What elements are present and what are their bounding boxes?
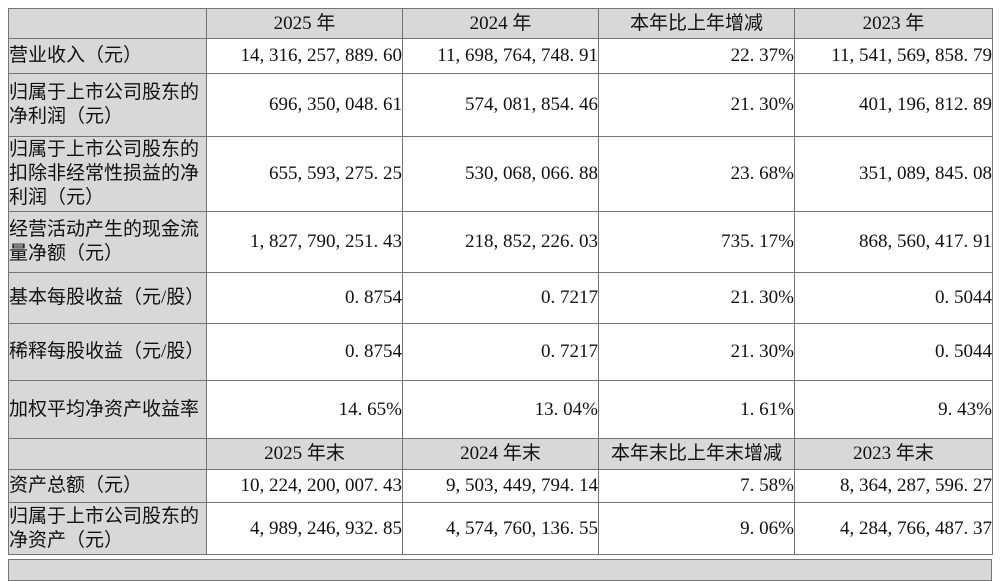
value-cell: 0. 8754 bbox=[206, 323, 403, 381]
value-cell: 530, 068, 066. 88 bbox=[402, 136, 599, 212]
value-cell: 10, 224, 200, 007. 43 bbox=[206, 469, 403, 503]
value-cell: 401, 196, 812. 89 bbox=[794, 73, 993, 137]
value-cell: 4, 284, 766, 487. 37 bbox=[794, 502, 993, 555]
value-cell: 9. 43% bbox=[794, 380, 993, 439]
header-cell-2025: 2025 年 bbox=[206, 8, 403, 39]
value-cell: 868, 560, 417. 91 bbox=[794, 211, 993, 273]
value-cell: 7. 58% bbox=[598, 469, 795, 503]
value-cell: 0. 8754 bbox=[206, 272, 403, 324]
table-row: 归属于上市公司股东的净资产（元） 4, 989, 246, 932. 85 4,… bbox=[8, 502, 993, 555]
value-cell: 1, 827, 790, 251. 43 bbox=[206, 211, 403, 273]
header-cell-2024-end: 2024 年末 bbox=[402, 438, 599, 470]
corner-cell bbox=[8, 438, 207, 470]
row-label-cell: 基本每股收益（元/股） bbox=[8, 272, 207, 324]
row-label-cell: 稀释每股收益（元/股） bbox=[8, 323, 207, 381]
row-label-cell: 加权平均净资产收益率 bbox=[8, 380, 207, 439]
table-row: 基本每股收益（元/股） 0. 8754 0. 7217 21. 30% 0. 5… bbox=[8, 272, 993, 324]
value-cell: 9, 503, 449, 794. 14 bbox=[402, 469, 599, 503]
value-cell: 218, 852, 226. 03 bbox=[402, 211, 599, 273]
table-row: 归属于上市公司股东的扣除非经常性损益的净利润（元） 655, 593, 275.… bbox=[8, 136, 993, 212]
value-cell: 14. 65% bbox=[206, 380, 403, 439]
value-cell: 21. 30% bbox=[598, 73, 795, 137]
table-row: 归属于上市公司股东的净利润（元） 696, 350, 048. 61 574, … bbox=[8, 73, 993, 137]
row-label-cell: 归属于上市公司股东的净资产（元） bbox=[8, 502, 207, 555]
header-cell-2023-end: 2023 年末 bbox=[794, 438, 993, 470]
value-cell: 0. 7217 bbox=[402, 272, 599, 324]
annual-header-row: 2025 年 2024 年 本年比上年增减 2023 年 bbox=[8, 8, 993, 39]
value-cell: 11, 698, 764, 748. 91 bbox=[402, 38, 599, 74]
value-cell: 351, 089, 845. 08 bbox=[794, 136, 993, 212]
table-row: 稀释每股收益（元/股） 0. 8754 0. 7217 21. 30% 0. 5… bbox=[8, 323, 993, 381]
financial-summary-table: 2025 年 2024 年 本年比上年增减 2023 年 营业收入（元） 14,… bbox=[8, 8, 993, 555]
row-label-cell: 营业收入（元） bbox=[8, 38, 207, 74]
value-cell: 22. 37% bbox=[598, 38, 795, 74]
table-row: 经营活动产生的现金流量净额（元） 1, 827, 790, 251. 43 21… bbox=[8, 211, 993, 273]
value-cell: 21. 30% bbox=[598, 323, 795, 381]
header-cell-2023: 2023 年 bbox=[794, 8, 993, 39]
value-cell: 1. 61% bbox=[598, 380, 795, 439]
value-cell: 9. 06% bbox=[598, 502, 795, 555]
corner-cell bbox=[8, 8, 207, 39]
row-label-cell: 归属于上市公司股东的净利润（元） bbox=[8, 73, 207, 137]
table-row: 营业收入（元） 14, 316, 257, 889. 60 11, 698, 7… bbox=[8, 38, 993, 74]
table-row: 加权平均净资产收益率 14. 65% 13. 04% 1. 61% 9. 43% bbox=[8, 380, 993, 439]
value-cell: 0. 5044 bbox=[794, 272, 993, 324]
value-cell: 735. 17% bbox=[598, 211, 795, 273]
value-cell: 14, 316, 257, 889. 60 bbox=[206, 38, 403, 74]
value-cell: 13. 04% bbox=[402, 380, 599, 439]
value-cell: 696, 350, 048. 61 bbox=[206, 73, 403, 137]
value-cell: 4, 989, 246, 932. 85 bbox=[206, 502, 403, 555]
value-cell: 655, 593, 275. 25 bbox=[206, 136, 403, 212]
value-cell: 21. 30% bbox=[598, 272, 795, 324]
header-cell-yoy-change: 本年比上年增减 bbox=[598, 8, 795, 39]
row-label-cell: 归属于上市公司股东的扣除非经常性损益的净利润（元） bbox=[8, 136, 207, 212]
value-cell: 4, 574, 760, 136. 55 bbox=[402, 502, 599, 555]
value-cell: 574, 081, 854. 46 bbox=[402, 73, 599, 137]
period-end-header-row: 2025 年末 2024 年末 本年末比上年末增减 2023 年末 bbox=[8, 438, 993, 470]
row-label-cell: 经营活动产生的现金流量净额（元） bbox=[8, 211, 207, 273]
table-row: 资产总额（元） 10, 224, 200, 007. 43 9, 503, 44… bbox=[8, 469, 993, 503]
value-cell: 0. 7217 bbox=[402, 323, 599, 381]
value-cell: 8, 364, 287, 596. 27 bbox=[794, 469, 993, 503]
header-cell-2024: 2024 年 bbox=[402, 8, 599, 39]
row-label-cell: 资产总额（元） bbox=[8, 469, 207, 503]
value-cell: 23. 68% bbox=[598, 136, 795, 212]
header-cell-end-change: 本年末比上年末增减 bbox=[598, 438, 795, 470]
value-cell: 0. 5044 bbox=[794, 323, 993, 381]
value-cell: 11, 541, 569, 858. 79 bbox=[794, 38, 993, 74]
header-cell-2025-end: 2025 年末 bbox=[206, 438, 403, 470]
cutoff-row bbox=[8, 559, 992, 581]
